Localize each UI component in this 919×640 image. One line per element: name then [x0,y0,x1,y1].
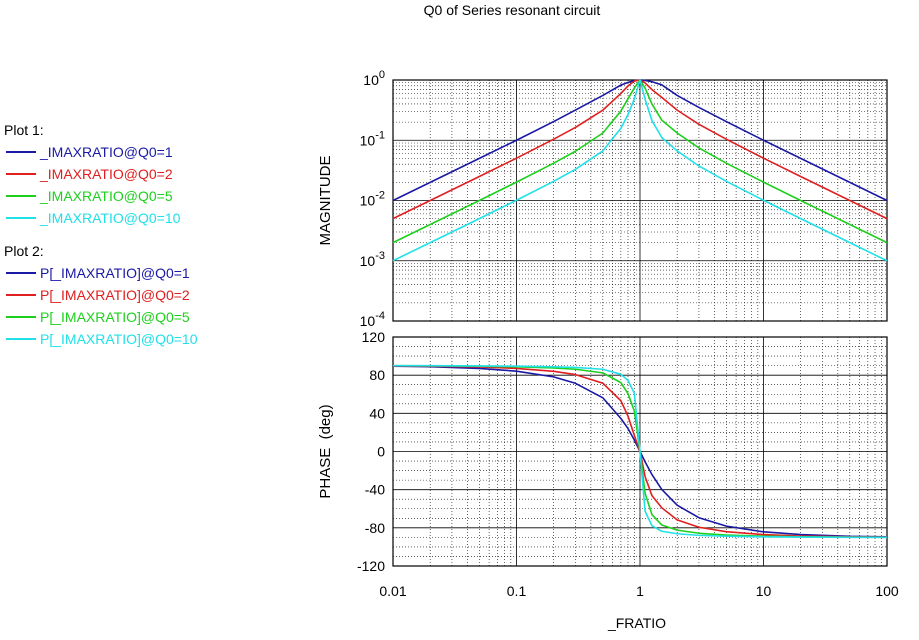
legend-group-title: Plot 1: [4,122,44,138]
y-tick-label: 40 [369,405,385,421]
legend-group-title: Plot 2: [4,243,44,259]
legend-label: _IMAXRATIO@Q0=5 [40,188,173,204]
x-tick-label: 1 [636,583,644,599]
y-axis-label: MAGNITUDE [317,156,334,246]
y-grid-1 [393,82,887,304]
legend-item: P[_IMAXRATIO]@Q0=10 [6,330,198,348]
series-line [393,364,887,539]
legend-swatch [6,173,36,175]
legend-label: P[_IMAXRATIO]@Q0=2 [40,287,190,303]
y-tick-label: -80 [365,520,385,536]
legend-item: P[_IMAXRATIO]@Q0=2 [6,286,190,304]
chart-title: Q0 of Series resonant circuit [424,2,601,18]
plot-panel-1: 100 10-1 10-2 10-3 10-4 MAGNITUDE [317,69,888,329]
legend-swatch [6,272,36,274]
y-tick-label: 10-4 [360,310,385,329]
legend-swatch [6,338,36,340]
plot-panel-2: 120 80 40 0 -40 -80 -120 0.01 0.1 1 10 100 PHASE (de… [317,329,899,631]
legend-label: P[_IMAXRATIO]@Q0=10 [40,331,198,347]
legend-swatch [6,316,36,318]
legend-item: _IMAXRATIO@Q0=5 [6,187,173,205]
series-group-1 [392,79,888,262]
legend-swatch [6,217,36,219]
x-axis-label: _FRATIO [607,615,666,631]
y-tick-label: 100 [363,69,385,88]
y-tick-label: 120 [362,329,386,345]
y-tick-labels-1: 100 10-1 10-2 10-3 10-4 [360,69,385,329]
series-group-2 [392,364,888,539]
x-tick-label: 0.1 [507,583,527,599]
y-grid-2 [393,346,887,557]
plot-frame-2 [392,336,888,567]
y-tick-labels-2: 120 80 40 0 -40 -80 -120 [357,329,385,574]
x-tick-label: 10 [756,583,772,599]
y-tick-label: 10-3 [360,250,385,269]
series-line [392,79,888,262]
y-tick-label: 10-1 [360,129,385,148]
y-axis-label: PHASE (deg) [317,404,334,498]
legend-item: P[_IMAXRATIO]@Q0=1 [6,264,190,282]
legend-label: P[_IMAXRATIO]@Q0=5 [40,309,190,325]
x-tick-label: 0.01 [379,583,406,599]
legend-label: P[_IMAXRATIO]@Q0=1 [40,265,190,281]
legend-swatch [6,195,36,197]
y-tick-label: -40 [365,482,385,498]
legend-swatch [6,151,36,153]
legend-item: _IMAXRATIO@Q0=1 [6,143,173,161]
y-tick-label: 10-2 [360,190,385,209]
y-tick-label: 0 [377,444,385,460]
legend-swatch [6,294,36,296]
y-tick-label: 80 [369,367,385,383]
legend-item: P[_IMAXRATIO]@Q0=5 [6,308,190,326]
legend-item: _IMAXRATIO@Q0=2 [6,165,173,183]
x-tick-labels: 0.01 0.1 1 10 100 [379,583,899,599]
legend-item: _IMAXRATIO@Q0=10 [6,209,180,227]
y-tick-label: -120 [357,558,385,574]
legend-label: _IMAXRATIO@Q0=10 [40,210,181,226]
legend-label: _IMAXRATIO@Q0=2 [40,166,173,182]
legend-label: _IMAXRATIO@Q0=1 [40,144,173,160]
x-tick-label: 100 [875,583,899,599]
